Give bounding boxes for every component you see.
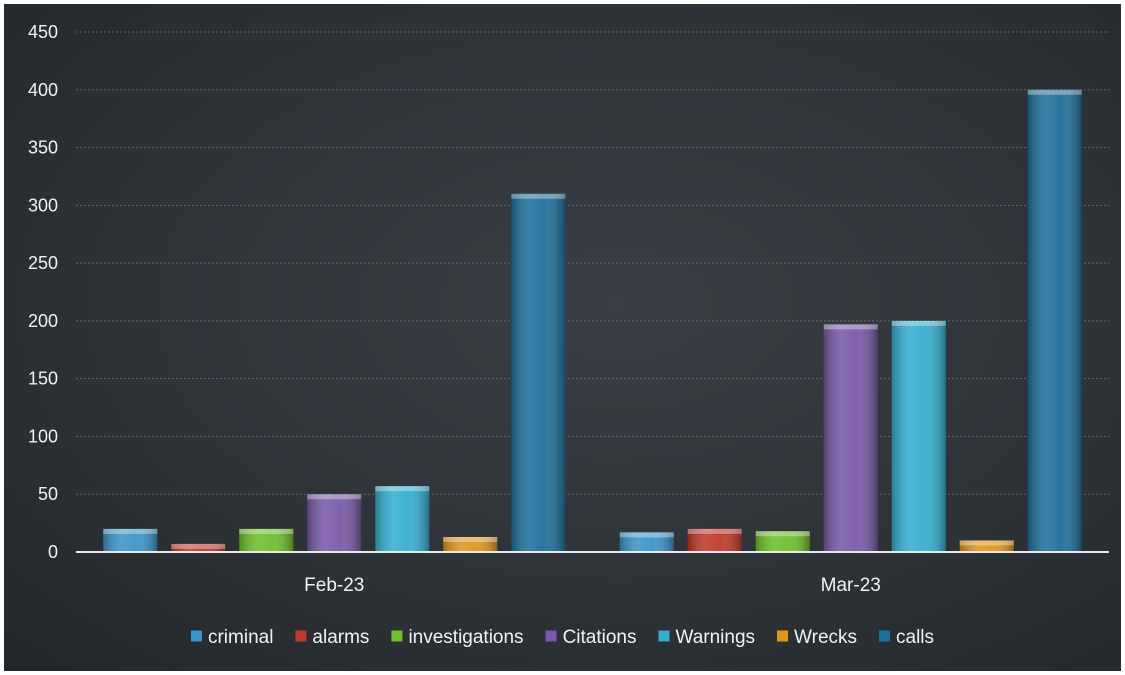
bar-warnings-feb-23 — [375, 486, 430, 552]
bar-warnings-mar-23 — [891, 320, 946, 552]
chart-area: 0 50 100 150 200 250 300 350 400 450 Feb-23 Mar-23… — [4, 4, 1121, 671]
bar-shading — [823, 324, 878, 552]
legend-item-citations — [545, 630, 557, 642]
bar-shading — [511, 193, 566, 552]
legend-label: Wrecks — [794, 627, 857, 648]
bar-shading — [103, 528, 158, 552]
y-tick-label: 100 — [28, 426, 58, 446]
bar-shading — [307, 494, 362, 552]
bar-top — [823, 324, 878, 330]
bar-citations-feb-23 — [307, 494, 362, 552]
y-axis: 0 50 100 150 200 250 300 350 400 450 — [28, 22, 58, 562]
gridlines — [76, 31, 1109, 495]
legend-label: Warnings — [675, 627, 755, 648]
bar-citations-mar-23 — [823, 324, 878, 552]
y-tick-label: 250 — [28, 253, 58, 273]
bar-top — [239, 528, 294, 534]
legend-item-warnings — [658, 630, 670, 642]
x-tick-label: Mar-23 — [821, 575, 881, 596]
y-tick-label: 400 — [28, 80, 58, 100]
bar-investigations-feb-23 — [239, 528, 294, 552]
bar-top — [171, 543, 226, 549]
legend-item-calls — [879, 630, 891, 642]
bar-top — [687, 528, 742, 534]
bar-top — [307, 494, 362, 500]
legend-item-wrecks — [777, 630, 789, 642]
bar-top — [1027, 89, 1082, 95]
bar-top — [959, 540, 1014, 546]
bar-criminal-feb-23 — [103, 528, 158, 552]
y-tick-label: 350 — [28, 138, 58, 158]
bar-wrecks-mar-23 — [959, 540, 1014, 552]
bars — [103, 89, 1082, 553]
bar-top — [755, 531, 810, 537]
bar-shading — [687, 528, 742, 552]
legend-label: Citations — [563, 627, 637, 648]
bar-shading — [239, 528, 294, 552]
y-tick-label: 200 — [28, 311, 58, 331]
legend-label: investigations — [408, 627, 523, 648]
bar-shading — [959, 540, 1014, 552]
legend-swatch — [777, 630, 789, 642]
y-tick-label: 0 — [48, 542, 58, 562]
bar-calls-feb-23 — [511, 193, 566, 552]
legend-label: alarms — [312, 627, 369, 648]
bar-top — [891, 320, 946, 326]
bar-shading — [171, 543, 226, 552]
legend-swatch — [391, 630, 403, 642]
bar-shading — [375, 486, 430, 552]
y-tick-label: 50 — [38, 484, 58, 504]
bar-alarms-feb-23 — [171, 543, 226, 552]
legend-label: calls — [896, 627, 934, 648]
bar-wrecks-feb-23 — [443, 536, 498, 552]
bar-top — [619, 532, 674, 538]
bar-top — [511, 193, 566, 199]
bar-chart: 0 50 100 150 200 250 300 350 400 450 Feb-23 Mar-23… — [28, 22, 1109, 648]
bar-top — [443, 536, 498, 542]
legend-swatch — [545, 630, 557, 642]
bar-top — [103, 528, 158, 534]
y-tick-label: 150 — [28, 369, 58, 389]
bar-shading — [1027, 89, 1082, 553]
x-tick-label: Feb-23 — [304, 575, 364, 596]
legend-label: criminal — [208, 627, 273, 648]
legend-swatch — [295, 630, 307, 642]
legend-swatch — [190, 630, 202, 642]
legend-swatch — [879, 630, 891, 642]
bar-investigations-mar-23 — [755, 531, 810, 552]
legend-item-criminal — [190, 630, 202, 642]
legend-item-alarms — [295, 630, 307, 642]
bar-top — [375, 486, 430, 492]
bar-criminal-mar-23 — [619, 532, 674, 552]
legend: criminal alarms investigations Citations War… — [190, 627, 934, 648]
bar-calls-mar-23 — [1027, 89, 1082, 553]
bar-alarms-mar-23 — [687, 528, 742, 552]
x-axis-labels: Feb-23 Mar-23 — [304, 575, 881, 596]
y-tick-label: 300 — [28, 195, 58, 215]
legend-swatch — [658, 630, 670, 642]
legend-item-investigations — [391, 630, 403, 642]
bar-shading — [891, 320, 946, 552]
bar-shading — [755, 531, 810, 552]
y-tick-label: 450 — [28, 22, 58, 42]
bar-shading — [619, 532, 674, 552]
bar-shading — [443, 536, 498, 552]
